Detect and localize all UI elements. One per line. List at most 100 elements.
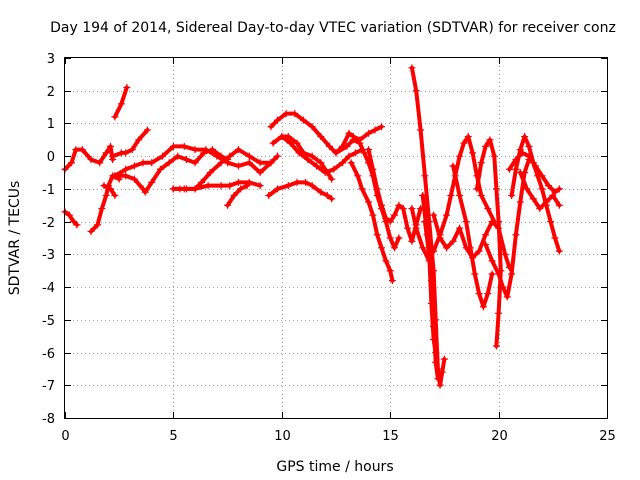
data-point	[130, 175, 138, 183]
data-point	[436, 381, 444, 389]
data-point	[421, 172, 429, 180]
data-point	[495, 270, 503, 278]
data-point	[412, 224, 420, 232]
data-point	[286, 139, 294, 147]
data-point	[65, 211, 73, 219]
data-point	[391, 244, 399, 252]
data-point	[512, 165, 520, 173]
data-point	[230, 191, 238, 199]
data-point	[382, 214, 390, 222]
data-point	[148, 178, 156, 186]
data-point	[371, 126, 379, 134]
series-trace	[111, 83, 131, 121]
data-point	[312, 162, 320, 170]
data-point	[70, 218, 78, 226]
data-point	[484, 290, 492, 298]
data-point	[111, 113, 119, 121]
data-point	[358, 185, 366, 193]
data-point	[430, 247, 438, 255]
data-point	[412, 87, 420, 95]
data-point	[111, 191, 119, 199]
data-point	[430, 335, 438, 343]
y-tick-label: -8	[42, 412, 55, 427]
x-tick-label: 20	[491, 429, 508, 444]
data-point	[176, 185, 184, 193]
data-point	[204, 182, 212, 190]
data-point	[378, 201, 386, 209]
data-point	[107, 142, 115, 150]
series-line	[269, 111, 384, 155]
data-point	[304, 155, 312, 163]
data-point	[490, 152, 498, 160]
data-point	[525, 142, 533, 150]
data-point	[395, 201, 403, 209]
y-tick-label: 0	[47, 150, 55, 165]
data-point	[354, 172, 362, 180]
data-point	[482, 241, 490, 249]
data-point	[386, 267, 394, 275]
data-point	[191, 185, 199, 193]
series-line	[483, 157, 531, 299]
data-point	[484, 205, 492, 213]
data-point	[102, 191, 110, 199]
data-point	[308, 182, 316, 190]
data-point	[495, 309, 503, 317]
data-point	[499, 283, 507, 291]
series-trace	[169, 185, 184, 193]
data-point	[291, 110, 299, 118]
data-point	[317, 188, 325, 196]
data-point	[477, 159, 485, 167]
data-point	[508, 270, 516, 278]
data-point	[317, 159, 325, 167]
y-tick-label: 3	[47, 52, 55, 67]
data-point	[122, 149, 130, 157]
data-point	[382, 257, 390, 265]
data-point	[180, 142, 188, 150]
data-point	[432, 349, 440, 357]
data-point	[308, 123, 316, 131]
series-trace	[224, 182, 251, 209]
data-point	[388, 277, 396, 285]
y-tick-label: -4	[42, 281, 55, 296]
data-point	[434, 375, 442, 383]
series-trace	[278, 133, 366, 177]
data-point	[492, 342, 500, 350]
data-point	[432, 358, 440, 366]
data-point	[302, 178, 310, 186]
data-point	[460, 139, 468, 147]
data-point	[234, 178, 242, 186]
data-point	[317, 133, 325, 141]
data-point	[408, 237, 416, 245]
data-point	[440, 355, 448, 363]
data-point	[529, 195, 537, 203]
data-point	[237, 185, 245, 193]
data-point	[169, 185, 177, 193]
data-point	[477, 191, 485, 199]
data-point	[102, 149, 110, 157]
data-point	[373, 231, 381, 239]
data-point	[408, 205, 416, 213]
data-point	[536, 205, 544, 213]
data-point	[488, 270, 496, 278]
data-point	[449, 162, 457, 170]
data-point	[243, 182, 251, 190]
data-point	[447, 191, 455, 199]
y-tick-label: 1	[47, 117, 55, 132]
data-point	[482, 142, 490, 150]
y-tick-label: -2	[42, 216, 55, 231]
data-point	[436, 234, 444, 242]
data-point	[295, 149, 303, 157]
data-point	[449, 237, 457, 245]
data-point	[365, 146, 373, 154]
data-point	[87, 227, 95, 235]
data-point	[421, 218, 429, 226]
data-point	[486, 136, 494, 144]
data-point	[521, 133, 529, 141]
data-point	[482, 231, 490, 239]
data-point	[245, 159, 253, 167]
data-point	[531, 162, 539, 170]
series-line	[225, 183, 250, 208]
series-trace	[100, 182, 119, 199]
plot-frame	[64, 57, 608, 419]
